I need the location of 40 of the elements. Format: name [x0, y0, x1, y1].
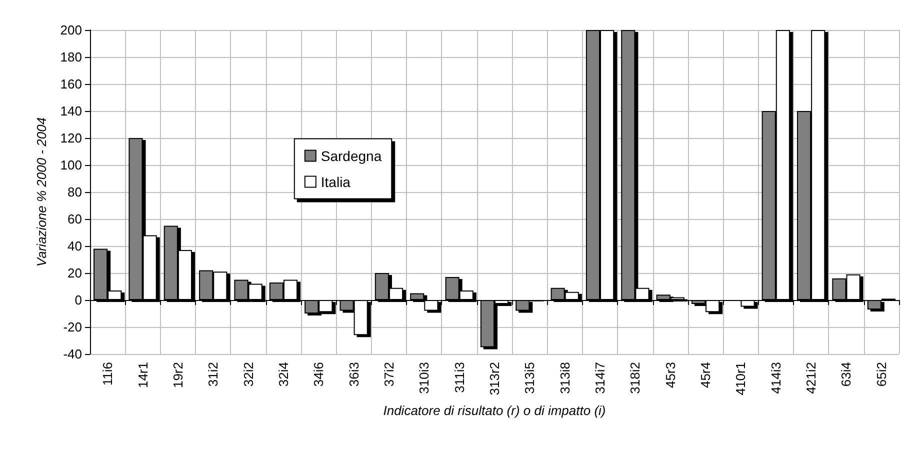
x-tick-label: 32i4 — [276, 362, 291, 387]
x-axis-title: Indicatore di risultato (r) o di impatto (i) — [383, 403, 606, 418]
x-tick-label: 414i3 — [768, 362, 784, 394]
x-tick-label: 31i2 — [206, 362, 221, 387]
x-tick-label: 313i5 — [522, 362, 538, 394]
legend-label: Sardegna — [320, 148, 382, 164]
y-tick-label: 60 — [68, 212, 82, 226]
x-tick-label: 314i7 — [592, 362, 608, 394]
x-tick-label: 310i3 — [416, 362, 432, 394]
y-tick-label: 180 — [60, 50, 82, 64]
y-tick-label: 200 — [60, 22, 82, 38]
y-tick-label: -40 — [63, 346, 82, 362]
x-tick-label: 36i3 — [346, 362, 362, 387]
x-tick-label: 421i2 — [804, 362, 819, 394]
y-tick-label: 80 — [68, 184, 82, 200]
x-tick-label: 32i2 — [240, 362, 256, 387]
y-tick-label: 20 — [68, 266, 82, 280]
x-tick-label: 311i3 — [452, 362, 467, 393]
y-tick-label: 100 — [60, 158, 82, 172]
legend-label: Italia — [320, 174, 351, 190]
x-tick-label: 11i6 — [100, 362, 116, 386]
y-tick-label: 120 — [60, 130, 82, 146]
x-tick-label: 410r1 — [733, 362, 748, 396]
x-tick-label: 14r1 — [135, 362, 150, 388]
y-tick-label: -20 — [63, 320, 82, 334]
x-tick-label: 313i8 — [557, 362, 572, 394]
x-tick-label: 318i2 — [628, 362, 643, 394]
y-tick-label: 160 — [60, 76, 82, 92]
x-tick-label: 45r4 — [698, 362, 714, 388]
y-tick-label: 40 — [68, 238, 82, 254]
y-tick-label: 140 — [60, 104, 82, 118]
x-tick-label: 313r2 — [487, 362, 502, 396]
x-tick-label: 63i4 — [838, 362, 854, 387]
x-tick-label: 34i6 — [311, 362, 326, 387]
x-tick-label: 45r3 — [662, 362, 678, 388]
x-tick-label: 37i2 — [381, 362, 396, 387]
x-tick-label: 19r2 — [170, 362, 186, 388]
y-tick-label: 0 — [74, 292, 82, 308]
x-tick-label: 65i2 — [874, 362, 889, 387]
y-axis-title: Variazione % 2000 - 2004 — [34, 117, 49, 267]
